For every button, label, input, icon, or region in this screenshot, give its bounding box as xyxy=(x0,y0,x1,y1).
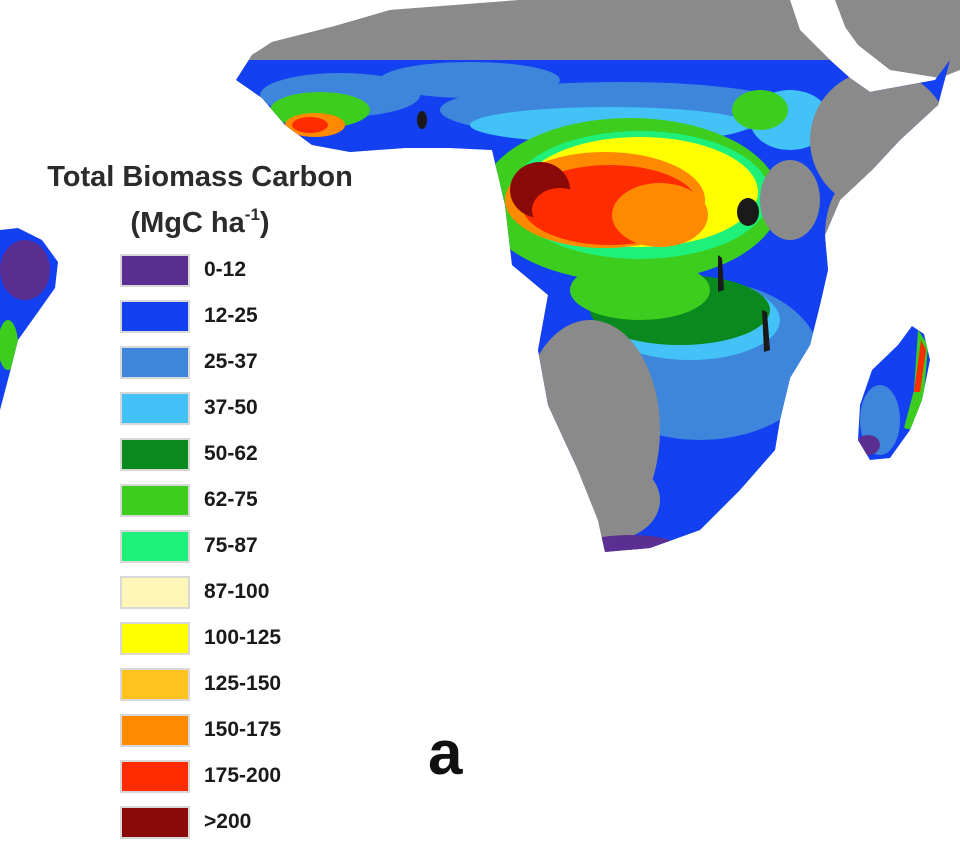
south-america-landmass xyxy=(0,228,58,410)
arabia-landmass xyxy=(810,0,960,78)
legend-swatch xyxy=(120,576,190,609)
legend-label: 50-62 xyxy=(204,442,258,465)
legend-item: 125-150 xyxy=(118,664,378,704)
lake-tanganyika xyxy=(718,255,724,292)
legend-swatch xyxy=(120,438,190,471)
legend-item: 150-175 xyxy=(118,710,378,750)
legend-item: 100-125 xyxy=(118,618,378,658)
legend-swatch xyxy=(120,254,190,287)
lake-volta xyxy=(417,111,427,129)
legend-swatch xyxy=(120,484,190,517)
legend-item: 75-87 xyxy=(118,526,378,566)
legend-label: 150-175 xyxy=(204,718,282,741)
legend-swatch xyxy=(120,714,190,747)
legend-item: 25-37 xyxy=(118,342,378,382)
madagascar-landmass xyxy=(858,326,930,460)
legend-item: 50-62 xyxy=(118,434,378,474)
legend-label: 100-125 xyxy=(204,626,282,649)
legend-swatch xyxy=(120,622,190,655)
panel-label: a xyxy=(428,719,463,788)
legend-label: >200 xyxy=(204,810,252,833)
legend-label: 37-50 xyxy=(204,396,258,419)
legend-label: 175-200 xyxy=(204,764,282,787)
legend-label: 62-75 xyxy=(204,488,258,511)
lake-victoria xyxy=(737,198,759,226)
legend-label: 87-100 xyxy=(204,580,270,603)
lake-malawi xyxy=(762,310,770,352)
legend-label: 75-87 xyxy=(204,534,258,557)
legend-swatch xyxy=(120,760,190,793)
legend-swatch xyxy=(120,668,190,701)
legend-swatch xyxy=(120,806,190,839)
legend-item: 87-100 xyxy=(118,572,378,612)
legend-swatch xyxy=(120,346,190,379)
legend-label: 12-25 xyxy=(204,304,258,327)
red-sea xyxy=(800,0,890,88)
legend-item: 175-200 xyxy=(118,756,378,796)
legend-item: 0-12 xyxy=(118,250,378,290)
legend-swatch xyxy=(120,300,190,333)
legend-item: 62-75 xyxy=(118,480,378,520)
legend-swatch xyxy=(120,392,190,425)
legend-label: 25-37 xyxy=(204,350,258,373)
legend-label: 0-12 xyxy=(204,258,247,281)
legend-title: Total Biomass Carbon xyxy=(47,161,353,193)
legend-label: 125-150 xyxy=(204,672,282,695)
legend-item: >200 xyxy=(118,802,378,842)
legend-unit: (MgC ha-1) xyxy=(130,205,270,239)
legend-item: 37-50 xyxy=(118,388,378,428)
legend-swatch xyxy=(120,530,190,563)
legend-item: 12-25 xyxy=(118,296,378,336)
